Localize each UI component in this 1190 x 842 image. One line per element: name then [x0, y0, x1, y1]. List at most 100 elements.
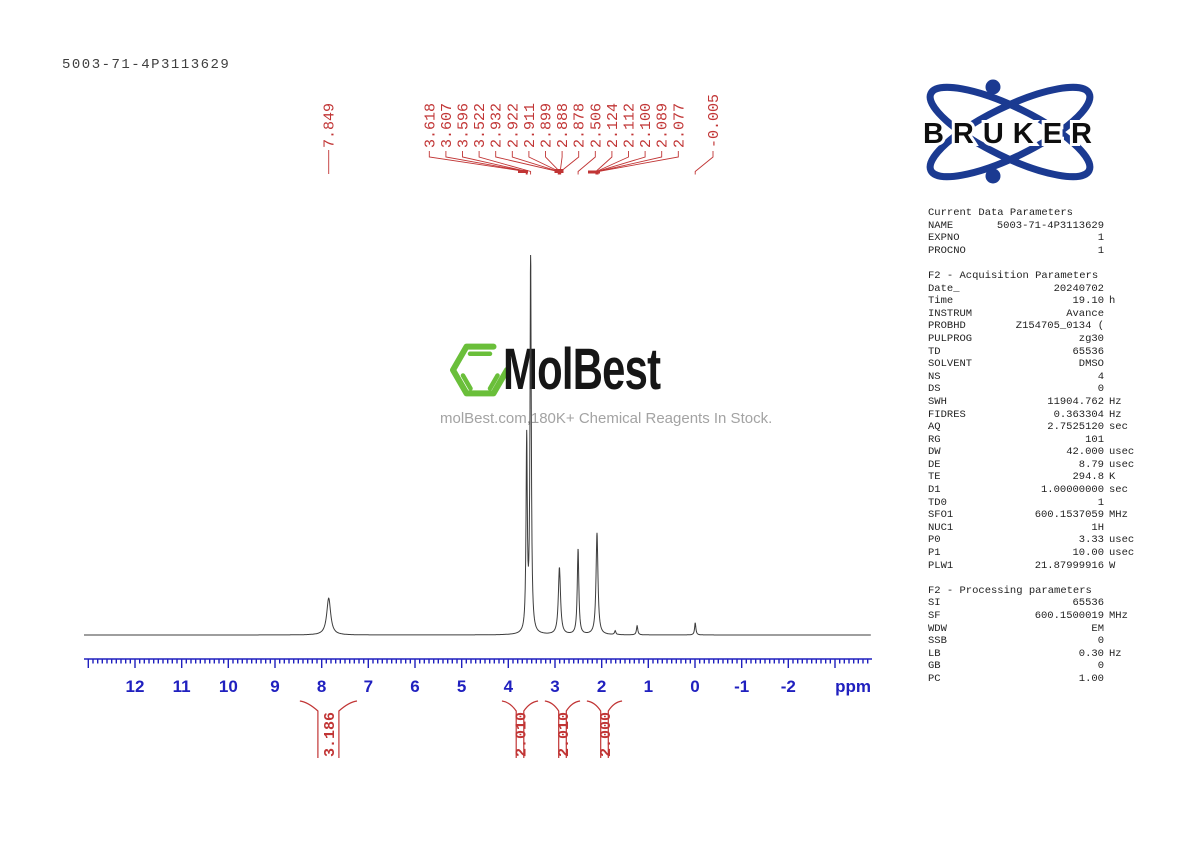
- param-name: P1: [928, 547, 941, 560]
- param-row: SOLVENT DMSO: [928, 358, 1141, 371]
- param-value: 0: [1097, 635, 1104, 648]
- axis-tick-label: 7: [364, 677, 373, 696]
- axis-tick-label: 8: [317, 677, 326, 696]
- param-unit: [1104, 660, 1141, 673]
- param-unit: [1104, 383, 1141, 396]
- peak-ppm-label: 3.522: [472, 103, 489, 148]
- axis-tick-label: 2: [597, 677, 606, 696]
- param-row: D1 1.00000000 sec: [928, 484, 1141, 497]
- parameters-panel: Current Data Parameters NAME 5003-71-4P311…: [928, 207, 1143, 698]
- param-name: NUC1: [928, 521, 954, 534]
- param-row: DS 0: [928, 383, 1141, 396]
- param-row: Time 19.10 h: [928, 295, 1141, 308]
- param-name: SF: [928, 610, 941, 622]
- param-unit: Hz: [1109, 408, 1122, 421]
- peak-ppm-label: 2.899: [539, 103, 556, 148]
- param-row: SFO1 600.1537059 MHz: [928, 509, 1141, 522]
- param-value: 0.363304: [1053, 408, 1104, 421]
- peak-leader-line: [597, 151, 663, 175]
- param-value: 2.7525120: [1047, 421, 1104, 434]
- param-unit: [1104, 308, 1141, 321]
- logo-dot-top: [985, 79, 1001, 95]
- param-unit: [1104, 434, 1141, 447]
- param-unit: [1104, 283, 1141, 296]
- peak-leader-line: [462, 151, 528, 175]
- param-value: 1: [1097, 232, 1104, 245]
- param-name: Time: [928, 295, 954, 308]
- peak-leader-line: [478, 151, 532, 175]
- peak-ppm-label: 3.607: [439, 103, 456, 148]
- param-name: WDW: [928, 622, 947, 635]
- axis-unit-label: ppm: [835, 677, 871, 696]
- param-section-title: F2 - Processing parameters: [928, 584, 1092, 597]
- param-value: 1H: [1091, 521, 1104, 534]
- param-section-title: F2 - Acquisition Parameters: [928, 269, 1099, 282]
- param-name: D1: [928, 484, 941, 497]
- param-unit: [1104, 371, 1141, 384]
- param-value: zg30: [1078, 332, 1104, 345]
- param-unit: [1104, 497, 1141, 510]
- axis-tick-label: -1: [734, 677, 749, 696]
- param-row: PLW1 21.87999916 W: [928, 560, 1141, 573]
- integral-bracket: [544, 700, 581, 758]
- param-unit: Hz: [1109, 395, 1122, 408]
- axis-tick-label: 11: [173, 677, 191, 696]
- hexagon-inner-left: [460, 373, 473, 391]
- param-name: NS: [928, 370, 941, 383]
- param-value: 19.10: [1072, 295, 1104, 308]
- hexagon-inner-right: [487, 373, 500, 391]
- integral-brackets: 3.186 2.010 2.010 2.000: [299, 700, 623, 758]
- param-row: NUC1 1H: [928, 522, 1141, 535]
- param-unit: [1104, 346, 1141, 359]
- param-name: SSB: [928, 635, 947, 648]
- param-name: SI: [928, 597, 941, 610]
- param-name: DE: [928, 458, 941, 471]
- param-unit: [1104, 673, 1141, 686]
- integral-bracket: [299, 700, 358, 758]
- peak-ppm-label: 2.100: [638, 103, 655, 148]
- x-axis-tick-labels: 12 11 10 9 8 7 6 5 4 3 2 1 0 -1 -2 ppm: [126, 677, 871, 696]
- param-value: DMSO: [1078, 358, 1104, 371]
- param-name: TE: [928, 471, 941, 484]
- param-row: AQ 2.7525120 sec: [928, 421, 1141, 434]
- leader-convergence-mark: [588, 170, 600, 174]
- axis-tick-label: -2: [781, 677, 796, 696]
- param-unit: sec: [1109, 484, 1128, 497]
- integral-value-label: 2.000: [598, 712, 615, 757]
- param-value: Z154705_0134 (: [1015, 320, 1104, 333]
- param-name: TD: [928, 345, 941, 358]
- bruker-logo: BRUKER: [920, 79, 1095, 184]
- param-row: Date_ 20240702: [928, 283, 1141, 296]
- param-value: 600.1500019: [1034, 610, 1104, 622]
- peak-ppm-label: 2.922: [505, 103, 522, 148]
- param-name: PLW1: [928, 559, 954, 572]
- param-unit: [1104, 333, 1141, 346]
- axis-line-and-ticks: [84, 658, 872, 668]
- param-value: 0: [1097, 383, 1104, 396]
- param-value: 10.00: [1072, 547, 1104, 560]
- param-section: Current Data Parameters NAME 5003-71-4P311…: [928, 207, 1143, 257]
- integral-value-label: 2.010: [556, 712, 573, 757]
- logo-ellipse-up: [926, 83, 1094, 181]
- molbest-hexagon-icon: [450, 343, 510, 397]
- peak-ppm-label: 2.077: [671, 103, 688, 148]
- param-name: INSTRUM: [928, 307, 973, 320]
- param-unit: W: [1109, 559, 1116, 572]
- param-row: EXPNO 1: [928, 232, 1141, 245]
- param-value: 8.79: [1078, 458, 1104, 471]
- param-row: LB 0.30 Hz: [928, 648, 1141, 661]
- param-unit: [1104, 232, 1141, 245]
- peak-leader-lines: [328, 150, 714, 175]
- param-name: PROCNO: [928, 244, 966, 257]
- param-unit: MHz: [1109, 509, 1128, 522]
- param-value: 65536: [1072, 345, 1104, 358]
- peak-list-labels: 7.849 3.618 3.607 3.596 3.522 2.932 2.922 2.911…: [322, 94, 723, 148]
- peak-ppm-label: 2.089: [655, 103, 672, 148]
- hexagon-outline: [450, 343, 510, 397]
- param-row: PULPROG zg30: [928, 333, 1141, 346]
- param-name: PROBHD: [928, 320, 966, 333]
- peak-ppm-label: 3.618: [422, 103, 439, 148]
- param-unit: [1104, 320, 1141, 333]
